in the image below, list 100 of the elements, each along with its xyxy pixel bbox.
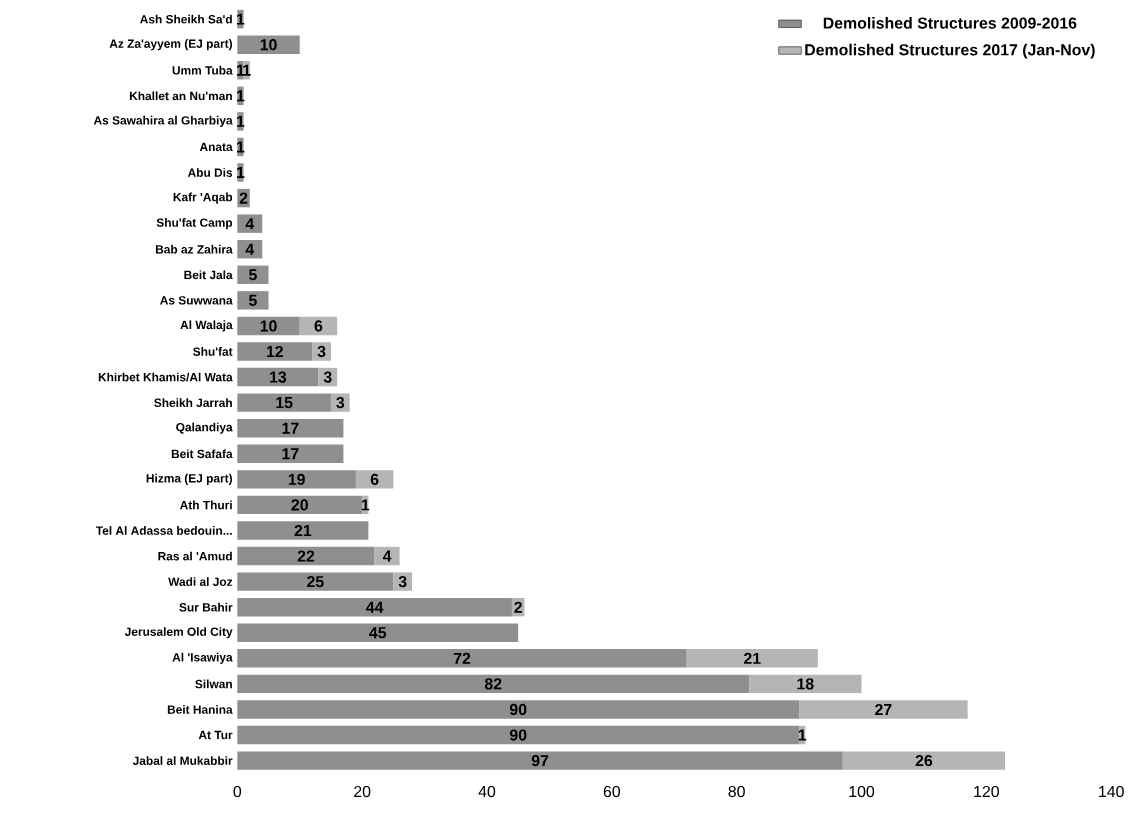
y-tick-label: Anata xyxy=(199,142,233,152)
y-tick-label: Qalandiya xyxy=(176,422,233,434)
data-label: 10 xyxy=(260,38,277,51)
y-tick-label: Jerusalem Old City xyxy=(124,627,233,639)
data-label: 97 xyxy=(531,754,549,767)
y-tick-label: Silwan xyxy=(195,679,232,689)
data-label: 5 xyxy=(248,294,257,306)
data-label: 90 xyxy=(509,729,527,741)
y-tick-label: At Tur xyxy=(198,730,233,740)
bar xyxy=(237,470,356,489)
y-tick-label: Az Za'ayyem (EJ part) xyxy=(109,39,233,51)
bar xyxy=(799,700,968,719)
data-label: 44 xyxy=(366,601,384,613)
bar xyxy=(237,214,263,233)
bar xyxy=(237,674,750,694)
bar xyxy=(393,572,413,591)
y-tick-label: Jabal al Mukabbir xyxy=(132,756,233,765)
y-tick-label: As Suwwana xyxy=(160,296,233,305)
legend-label: Demolished Structures 2017 (Jan-Nov) xyxy=(805,43,1095,59)
x-tick-label: 140 xyxy=(1099,785,1124,798)
y-tick-label: Beit Jala xyxy=(184,270,233,280)
y-tick-label: Tel Al Adassa bedouin... xyxy=(95,526,232,535)
data-label: 90 xyxy=(509,703,527,716)
bar xyxy=(237,495,363,515)
y-tick-label: Khirbet Khamis/Al Wata xyxy=(98,372,233,382)
bar xyxy=(237,291,269,310)
bar xyxy=(749,674,862,694)
data-label: 3 xyxy=(317,345,326,358)
bar xyxy=(237,35,300,54)
data-label: 3 xyxy=(336,396,345,409)
data-label: 19 xyxy=(288,473,305,485)
data-label: 26 xyxy=(915,754,933,767)
y-tick-label: Kafr 'Aqab xyxy=(173,192,233,204)
y-tick-label: Al 'Isawiya xyxy=(172,652,233,664)
y-tick-label: Shu'fat xyxy=(193,347,233,356)
y-tick-label: Umm Tuba xyxy=(172,65,233,75)
data-label: 12 xyxy=(266,345,283,357)
y-tick-label: Sheikh Jarrah xyxy=(154,398,232,407)
bar xyxy=(312,342,331,361)
data-label: 27 xyxy=(875,703,892,715)
data-label: 4 xyxy=(382,550,392,562)
bar xyxy=(237,367,319,387)
bar xyxy=(237,572,394,591)
data-label: 1 xyxy=(237,64,245,76)
bar xyxy=(330,393,350,412)
data-label: 17 xyxy=(282,422,299,434)
data-label: 25 xyxy=(307,575,324,588)
x-tick-label: 0 xyxy=(233,785,242,798)
data-label: 1 xyxy=(361,499,370,511)
x-tick-label: 100 xyxy=(849,785,875,798)
bar xyxy=(237,444,344,463)
x-tick-label: 40 xyxy=(478,785,496,798)
bar xyxy=(237,751,843,770)
x-tick-label: 20 xyxy=(354,785,371,798)
bar xyxy=(355,470,394,489)
data-label: 72 xyxy=(453,652,471,664)
y-tick-label: Wadi al Joz xyxy=(168,577,233,586)
data-label: 1 xyxy=(243,64,251,76)
data-label: 20 xyxy=(291,499,308,511)
y-tick-label: Hizma (EJ part) xyxy=(146,473,233,485)
data-label: 10 xyxy=(260,320,277,332)
data-label: 5 xyxy=(248,269,257,281)
data-label: 4 xyxy=(245,218,255,230)
data-label: 2 xyxy=(239,192,248,204)
y-tick-label: Bab az Zahira xyxy=(155,244,233,254)
y-tick-label: Ras al 'Amud xyxy=(158,551,232,561)
bar xyxy=(237,393,331,412)
data-label: 21 xyxy=(743,652,761,664)
bar xyxy=(842,751,1006,770)
data-label: 6 xyxy=(314,320,323,332)
y-tick-label: Shu'fat Camp xyxy=(156,218,233,230)
data-label: 3 xyxy=(398,575,407,588)
y-tick-label: Khallet an Nu'man xyxy=(129,91,232,101)
bar xyxy=(237,597,512,617)
y-tick-label: Abu Dis xyxy=(187,168,233,177)
data-label: 17 xyxy=(282,448,299,460)
data-label: 6 xyxy=(370,473,379,485)
bar xyxy=(237,725,800,745)
legend-label: Demolished Structures 2009-2016 xyxy=(823,16,1077,29)
bar xyxy=(237,418,344,438)
x-tick-label: 80 xyxy=(728,785,745,798)
bar xyxy=(299,316,338,336)
bar xyxy=(237,649,687,668)
data-label: 82 xyxy=(484,678,502,690)
data-label: 18 xyxy=(797,678,814,690)
bar xyxy=(237,623,519,642)
y-tick-label: Ath Thuri xyxy=(179,500,232,510)
y-tick-label: Al Walaja xyxy=(180,320,233,332)
data-label: 15 xyxy=(276,397,293,409)
y-tick-label: Beit Hanina xyxy=(167,705,233,714)
y-tick-label: Beit Safafa xyxy=(171,449,233,459)
data-label: 21 xyxy=(294,524,312,536)
data-label: 45 xyxy=(369,627,387,639)
x-tick-label: 60 xyxy=(603,785,621,798)
bar xyxy=(237,265,269,284)
y-tick-label: As Sawahira al Gharbiya xyxy=(93,115,233,127)
bar xyxy=(237,316,300,336)
bar xyxy=(237,546,375,566)
data-label: 22 xyxy=(297,550,315,562)
data-label: 4 xyxy=(245,243,255,255)
